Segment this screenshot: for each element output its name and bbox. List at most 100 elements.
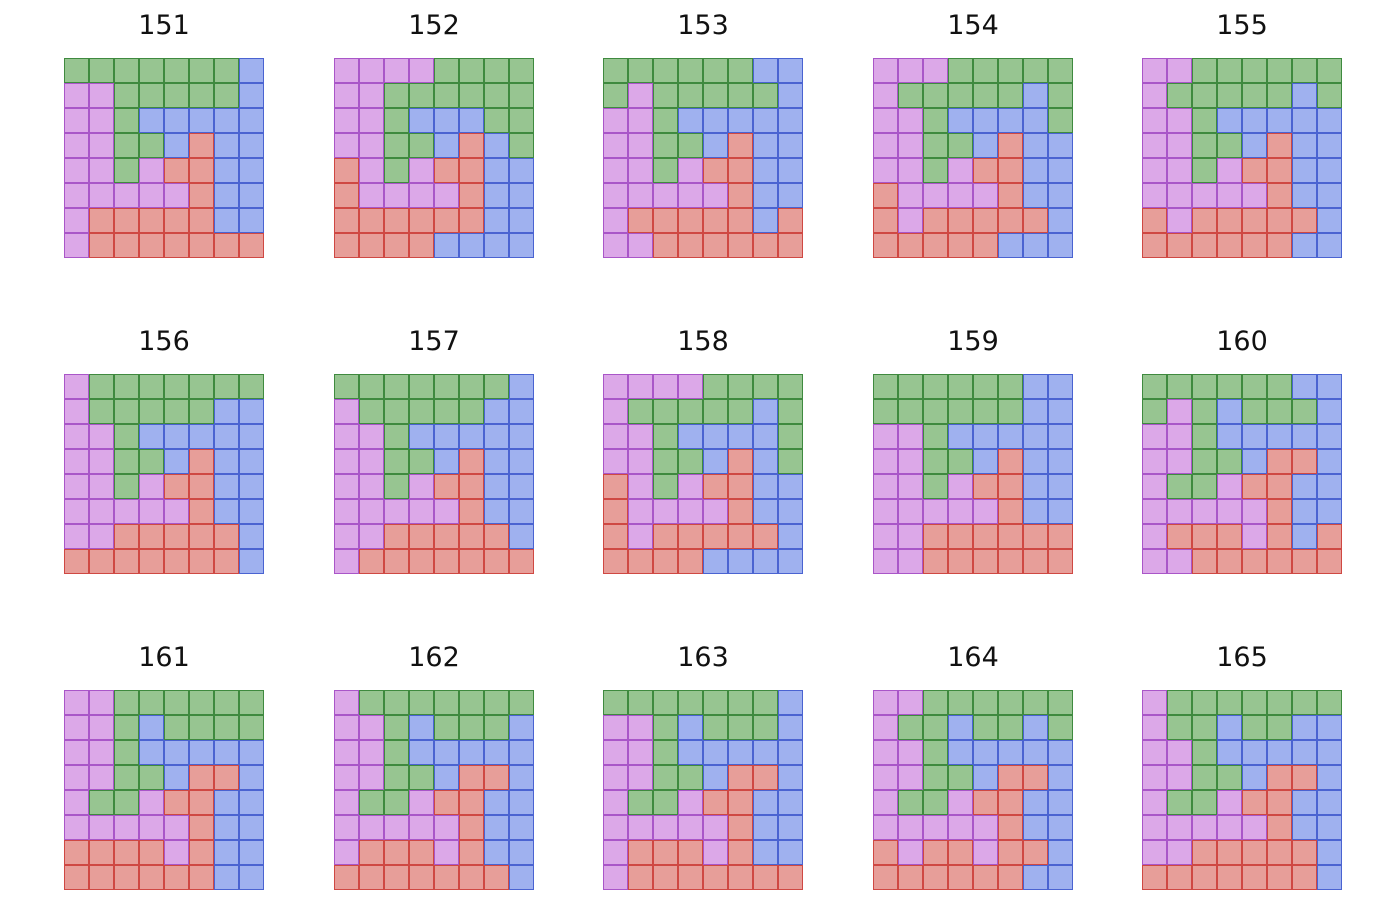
grid-cell bbox=[239, 133, 264, 158]
grid-cell bbox=[923, 840, 948, 865]
grid-cell bbox=[948, 83, 973, 108]
grid-cell bbox=[1242, 840, 1267, 865]
grid-cell bbox=[384, 233, 409, 258]
grid-cell bbox=[1048, 690, 1073, 715]
grid-cell bbox=[89, 58, 114, 83]
grid-cell bbox=[998, 474, 1023, 499]
grid-cell bbox=[728, 715, 753, 740]
grid-cell bbox=[434, 108, 459, 133]
grid-cell bbox=[603, 840, 628, 865]
panel-title: 157 bbox=[408, 326, 460, 357]
grid-cell bbox=[873, 790, 898, 815]
grid-cell bbox=[1142, 690, 1167, 715]
grid-cell bbox=[1267, 158, 1292, 183]
grid-cell bbox=[1142, 424, 1167, 449]
grid-cell bbox=[603, 108, 628, 133]
grid-cell bbox=[603, 183, 628, 208]
grid-cell bbox=[1242, 208, 1267, 233]
grid-cell bbox=[139, 399, 164, 424]
tile-grid bbox=[603, 374, 803, 574]
grid-cell bbox=[384, 183, 409, 208]
grid-cell bbox=[384, 815, 409, 840]
grid-cell bbox=[898, 740, 923, 765]
grid-cell bbox=[64, 158, 89, 183]
grid-cell bbox=[898, 133, 923, 158]
grid-cell bbox=[1317, 208, 1342, 233]
grid-cell bbox=[434, 865, 459, 890]
grid-cell bbox=[139, 815, 164, 840]
grid-cell bbox=[459, 790, 484, 815]
grid-cell bbox=[678, 399, 703, 424]
grid-cell bbox=[728, 524, 753, 549]
grid-cell bbox=[1192, 549, 1217, 574]
grid-cell bbox=[653, 524, 678, 549]
grid-cell bbox=[948, 58, 973, 83]
grid-cell bbox=[1142, 233, 1167, 258]
grid-cell bbox=[898, 83, 923, 108]
grid-cell bbox=[948, 549, 973, 574]
grid-cell bbox=[139, 158, 164, 183]
grid-cell bbox=[923, 449, 948, 474]
grid-cell bbox=[1023, 183, 1048, 208]
grid-cell bbox=[1317, 424, 1342, 449]
grid-cell bbox=[334, 208, 359, 233]
grid-cell bbox=[1292, 58, 1317, 83]
grid-cell bbox=[973, 865, 998, 890]
grid-cell bbox=[678, 158, 703, 183]
grid-cell bbox=[1317, 183, 1342, 208]
grid-cell bbox=[214, 549, 239, 574]
grid-cell bbox=[139, 83, 164, 108]
grid-cell bbox=[384, 83, 409, 108]
grid-cell bbox=[1192, 840, 1217, 865]
grid-cell bbox=[484, 108, 509, 133]
grid-cell bbox=[164, 449, 189, 474]
grid-cell bbox=[89, 474, 114, 499]
grid-cell bbox=[628, 133, 653, 158]
grid-cell bbox=[998, 715, 1023, 740]
grid-cell bbox=[1023, 133, 1048, 158]
grid-cell bbox=[384, 765, 409, 790]
grid-cell bbox=[728, 133, 753, 158]
grid-cell bbox=[1292, 790, 1317, 815]
grid-cell bbox=[973, 208, 998, 233]
grid-cell bbox=[64, 374, 89, 399]
grid-cell bbox=[1242, 108, 1267, 133]
grid-cell bbox=[923, 233, 948, 258]
grid-cell bbox=[214, 58, 239, 83]
grid-cell bbox=[1242, 499, 1267, 524]
grid-cell bbox=[114, 474, 139, 499]
grid-cell bbox=[948, 399, 973, 424]
grid-cell bbox=[1292, 133, 1317, 158]
grid-cell bbox=[703, 449, 728, 474]
grid-cell bbox=[603, 399, 628, 424]
grid-cell bbox=[898, 58, 923, 83]
grid-cell bbox=[923, 690, 948, 715]
grid-cell bbox=[678, 474, 703, 499]
grid-cell bbox=[628, 424, 653, 449]
grid-cell bbox=[64, 815, 89, 840]
grid-cell bbox=[409, 840, 434, 865]
grid-cell bbox=[1267, 549, 1292, 574]
grid-cell bbox=[1217, 549, 1242, 574]
grid-cell bbox=[1292, 524, 1317, 549]
grid-cell bbox=[1167, 474, 1192, 499]
grid-cell bbox=[239, 840, 264, 865]
grid-cell bbox=[653, 765, 678, 790]
grid-cell bbox=[384, 108, 409, 133]
grid-cell bbox=[678, 424, 703, 449]
grid-cell bbox=[1142, 840, 1167, 865]
grid-cell bbox=[873, 83, 898, 108]
grid-cell bbox=[384, 790, 409, 815]
grid-cell bbox=[1317, 474, 1342, 499]
grid-cell bbox=[359, 840, 384, 865]
grid-cell bbox=[1023, 83, 1048, 108]
grid-cell bbox=[1292, 474, 1317, 499]
grid-cell bbox=[89, 524, 114, 549]
grid-cell bbox=[434, 690, 459, 715]
grid-cell bbox=[973, 740, 998, 765]
grid-cell bbox=[873, 399, 898, 424]
grid-cell bbox=[509, 840, 534, 865]
grid-cell bbox=[753, 499, 778, 524]
grid-cell bbox=[628, 790, 653, 815]
grid-cell bbox=[678, 690, 703, 715]
